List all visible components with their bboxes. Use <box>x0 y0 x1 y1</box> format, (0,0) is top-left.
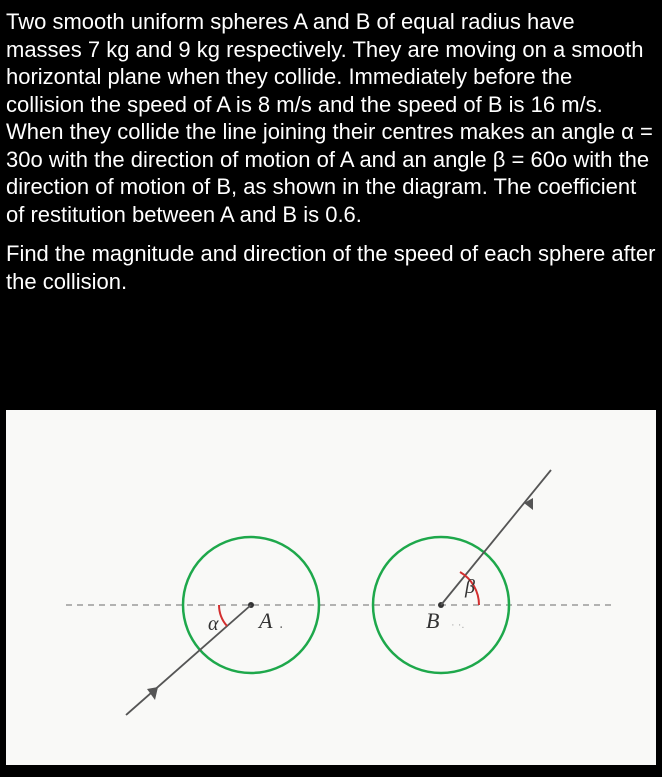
alpha-label: α <box>208 613 219 635</box>
diagram-svg: A . B · ·. α β <box>6 410 656 765</box>
arrow-b-line <box>441 470 551 605</box>
arrow-b-head <box>524 498 533 510</box>
arrow-a-line <box>126 605 251 715</box>
label-b-dots: · ·. <box>451 619 464 631</box>
beta-label: β <box>464 576 475 598</box>
label-a: A <box>257 608 273 633</box>
problem-paragraph-2: Find the magnitude and direction of the … <box>6 240 656 295</box>
label-b: B <box>426 608 439 633</box>
alpha-arc <box>219 605 227 626</box>
collision-diagram: A . B · ·. α β <box>6 410 656 765</box>
label-a-dot: . <box>279 615 283 632</box>
arrow-a-head <box>147 687 158 700</box>
problem-paragraph-1: Two smooth uniform spheres A and B of eq… <box>6 8 656 228</box>
